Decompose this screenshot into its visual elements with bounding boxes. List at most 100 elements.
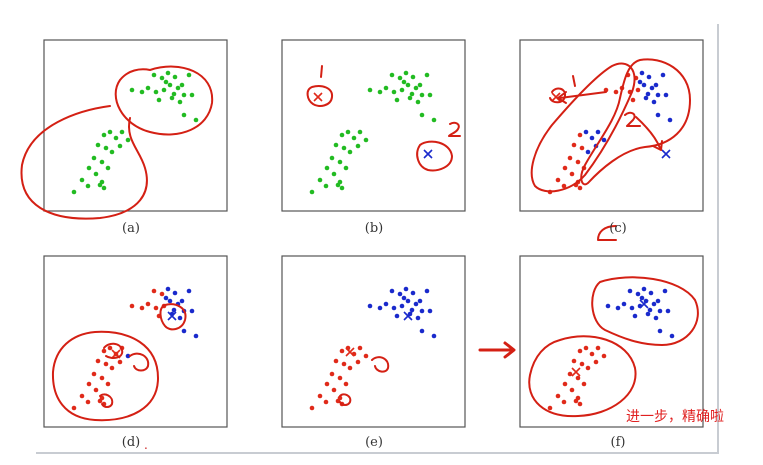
blue-cluster-outline-c [580,58,691,186]
centroid-circle-1-b [306,85,334,107]
data-point [427,308,433,314]
data-point [309,405,315,411]
data-point [355,143,361,149]
arrow-head-e-to-f [503,341,516,359]
data-point [648,290,654,296]
data-point [171,91,177,97]
data-point [324,165,330,171]
data-point [394,97,400,103]
bracket-mark-c [597,225,617,241]
data-point [109,365,115,371]
centroid-blue [661,149,671,159]
data-point [193,117,199,123]
data-point [363,137,369,143]
data-point [119,129,125,135]
data-point [403,70,409,76]
data-point [657,328,663,334]
centroid-red [345,347,355,357]
centroid-scribble-c [549,87,567,104]
centroid-blue [639,299,649,309]
data-point [431,117,437,123]
data-point [329,155,335,161]
data-point [175,85,181,91]
data-point [317,393,323,399]
data-point [419,328,425,334]
data-point [101,185,107,191]
data-point [581,381,587,387]
data-point [405,298,411,304]
panel-label-b: (b) [364,221,384,236]
data-point [159,291,165,297]
data-point [424,288,430,294]
panel-e [281,255,466,428]
data-point [573,398,579,404]
data-point [413,301,419,307]
data-point [391,89,397,95]
cluster-circle-bottom-a [20,105,148,220]
data-point [79,177,85,183]
data-point [409,91,415,97]
data-point [341,145,347,151]
right-border [717,24,719,452]
data-point [567,155,573,161]
data-point [403,286,409,292]
data-point [177,99,183,105]
data-point [167,82,173,88]
data-point [657,308,663,314]
tiny-mark-d: . [144,438,148,452]
data-point [410,290,416,296]
data-point [99,375,105,381]
data-point [335,182,341,188]
data-point [646,74,652,80]
data-point [179,298,185,304]
data-point [331,171,337,177]
data-point [172,74,178,80]
data-point [589,351,595,357]
data-point [417,298,423,304]
data-point [117,359,123,365]
data-point [71,405,77,411]
panel-d [43,255,228,428]
data-point [163,295,169,301]
data-point [383,301,389,307]
data-point [431,333,437,339]
data-point [579,361,585,367]
data-point [329,371,335,377]
arrow-to-centroid-1-c [559,91,607,99]
data-point [341,361,347,367]
data-point [562,165,568,171]
data-point [363,353,369,359]
centroid-red [313,92,323,102]
data-point [662,288,668,294]
data-point [99,159,105,165]
data-point [324,381,330,387]
data-point [419,92,425,98]
data-point [351,135,357,141]
arrow-to-centroid-2-c [635,116,661,149]
data-point [571,358,577,364]
arrow-head-2-c [652,140,663,151]
centroid-red [571,367,581,377]
panel-label-a: (a) [122,221,140,236]
data-point [410,74,416,80]
data-point [163,79,169,85]
data-point [186,72,192,78]
data-point [113,135,119,141]
data-point [415,99,421,105]
centroid-blue [423,149,433,159]
data-point [639,295,645,301]
centroid-blue [167,311,177,321]
data-point [629,305,635,311]
data-point [347,365,353,371]
data-point [172,290,178,296]
data-point [427,92,433,98]
data-point [643,95,649,101]
data-point [637,79,643,85]
data-point [389,72,395,78]
data-point [151,72,157,78]
data-point [630,97,636,103]
data-point [401,295,407,301]
data-point [189,92,195,98]
data-point [91,155,97,161]
